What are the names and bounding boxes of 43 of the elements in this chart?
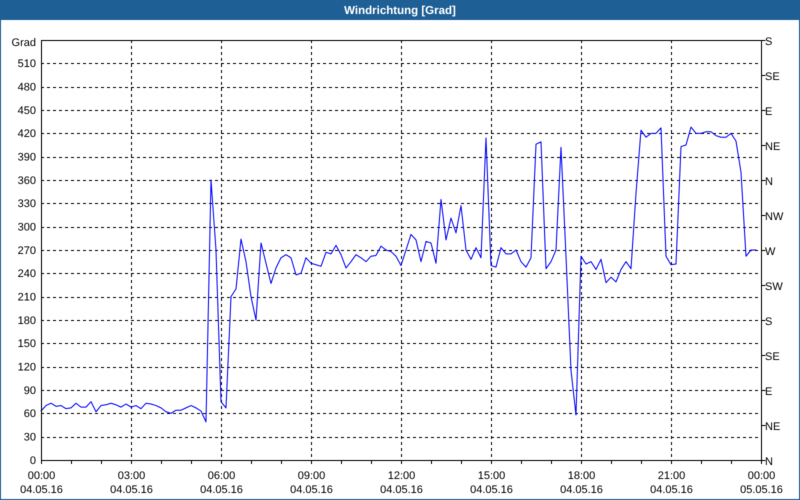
x-tick-label: 09:00 04.05.16 <box>290 470 333 496</box>
y-tick-label: 0 <box>30 454 36 467</box>
category-label: NE <box>765 140 780 153</box>
y-tick-label: 150 <box>18 338 36 350</box>
y-axis-title: Grad <box>12 37 36 49</box>
y-tick-label: 60 <box>24 408 36 420</box>
y-tick-label: 120 <box>18 362 36 374</box>
x-tick-label: 15:00 04.05.16 <box>470 470 513 496</box>
x-tick-label: 21:00 04.05.16 <box>650 470 693 496</box>
x-tick-label: 12:00 04.05.16 <box>380 470 423 496</box>
chart-title: Windrichtung [Grad] <box>344 5 456 17</box>
category-label: SE <box>765 70 780 83</box>
category-label: S <box>765 36 772 48</box>
y-tick-label: 420 <box>18 128 36 140</box>
y-tick-label: 450 <box>18 104 36 117</box>
y-tick-label: 240 <box>18 268 36 280</box>
category-label: SE <box>765 350 780 363</box>
x-tick-label: 00:00 05.05.16 <box>740 470 783 496</box>
y-tick-label: 210 <box>18 292 36 304</box>
y-tick-label: 90 <box>24 384 36 397</box>
category-label: N <box>765 176 773 188</box>
x-tick-label: 06:00 04.05.16 <box>200 470 243 496</box>
y-tick-label: 30 <box>24 432 36 444</box>
x-tick-label: 03:00 04.05.16 <box>110 470 153 496</box>
x-tick-label: 00:00 04.05.16 <box>20 470 63 496</box>
category-label: N <box>765 456 773 468</box>
category-label: NE <box>765 420 780 433</box>
line-series <box>40 126 756 422</box>
category-label: W <box>765 246 776 258</box>
category-label: S <box>765 316 772 328</box>
x-tick-label: 18:00 04.05.16 <box>560 470 603 496</box>
category-label: SW <box>765 280 783 293</box>
category-label: NW <box>765 210 784 223</box>
y-tick-label: 300 <box>18 222 36 234</box>
y-tick-label: 480 <box>18 82 36 94</box>
category-label: E <box>765 386 772 398</box>
y-tick-label: 270 <box>18 244 36 257</box>
y-tick-label: 330 <box>18 198 36 210</box>
y-tick-label: 360 <box>18 174 36 187</box>
y-tick-label: 510 <box>18 58 36 70</box>
y-tick-label: 390 <box>18 152 36 164</box>
category-label: E <box>765 106 772 118</box>
y-tick-label: 180 <box>18 314 36 327</box>
